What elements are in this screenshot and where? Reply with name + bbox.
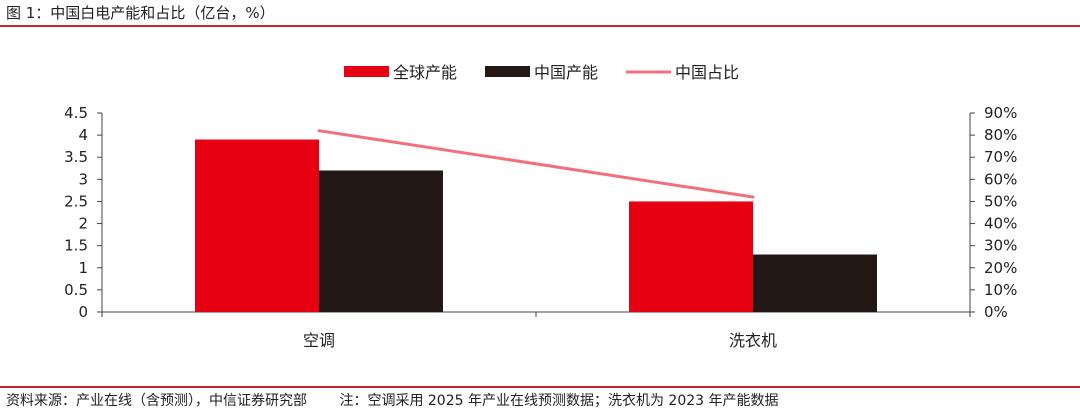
legend-swatch [485, 66, 530, 77]
note-text: 注：空调采用 2025 年产业在线预测数据；洗衣机为 2023 年产能数据 [339, 393, 779, 409]
legend: 全球产能 中国产能 中国占比 [344, 63, 739, 82]
line-series [317, 129, 755, 199]
legend-swatch [344, 66, 389, 77]
left-axis: 0 0.5 1 1.5 2 2.5 3 3.5 4 4.5 [64, 104, 103, 321]
legend-label: 中国产能 [534, 63, 598, 82]
bar [629, 201, 753, 312]
right-tick-label: 70% [984, 148, 1017, 166]
left-tick-label: 4.5 [64, 104, 88, 122]
left-tick-label: 0 [78, 303, 88, 321]
left-tick-label: 1.5 [64, 237, 88, 255]
right-tick-label: 50% [984, 192, 1017, 210]
left-tick-label: 0.5 [64, 281, 88, 299]
line-point [317, 129, 321, 133]
left-tick-label: 3.5 [64, 148, 88, 166]
x-tick-label: 洗衣机 [729, 331, 777, 350]
left-tick-label: 4 [78, 126, 88, 144]
figure-title: 图 1：中国白电产能和占比（亿台，%） [6, 4, 275, 22]
bar [753, 254, 877, 312]
line-point [751, 195, 755, 199]
right-tick-label: 0% [984, 303, 1008, 321]
right-tick-label: 10% [984, 281, 1017, 299]
right-axis: 0% 10% 20% 30% 40% 50% 60% 70% 80% 90% [969, 104, 1017, 321]
left-tick-label: 3 [78, 170, 88, 188]
bar [319, 170, 443, 312]
left-tick-label: 2 [78, 215, 88, 233]
left-tick-label: 1 [78, 259, 88, 277]
x-tick-label: 空调 [303, 331, 335, 350]
x-axis: 空调 洗衣机 [101, 311, 971, 350]
top-divider [0, 25, 1080, 27]
source-text: 资料来源：产业在线（含预测），中信证券研究部 [6, 393, 307, 409]
right-tick-label: 80% [984, 126, 1017, 144]
left-tick-label: 2.5 [64, 192, 88, 210]
line-series-path [318, 129, 754, 199]
bar [195, 139, 319, 312]
legend-label: 全球产能 [393, 63, 457, 82]
right-tick-label: 30% [984, 237, 1017, 255]
bars [195, 139, 877, 312]
legend-label: 中国占比 [675, 63, 739, 82]
right-tick-label: 20% [984, 259, 1017, 277]
right-tick-label: 40% [984, 215, 1017, 233]
right-tick-label: 60% [984, 170, 1017, 188]
bottom-divider [0, 386, 1080, 388]
source-line: 资料来源：产业在线（含预测），中信证券研究部 注：空调采用 2025 年产业在线… [6, 392, 779, 410]
right-tick-label: 90% [984, 104, 1017, 122]
